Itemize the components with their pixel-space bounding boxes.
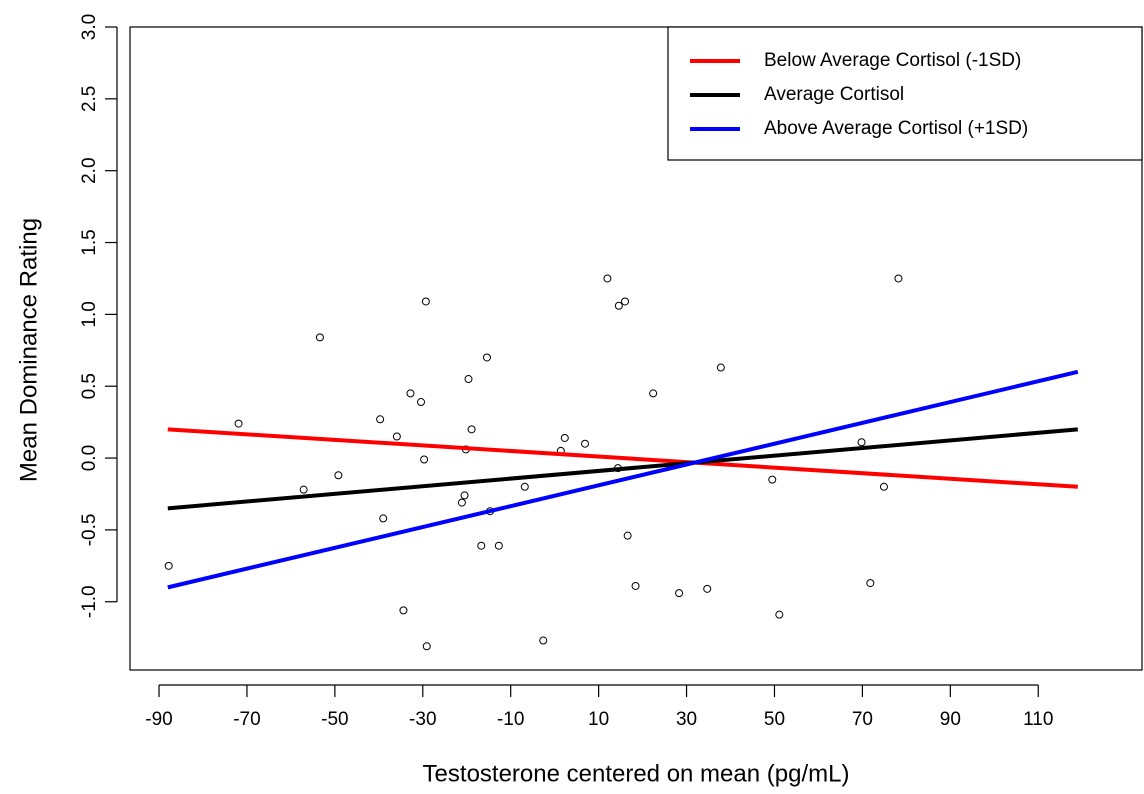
data-point xyxy=(775,610,784,619)
y-tick-label: -1.0 xyxy=(79,585,100,618)
data-point xyxy=(467,425,476,434)
data-point xyxy=(857,438,866,447)
data-point xyxy=(603,274,612,283)
legend-label: Below Average Cortisol (-1SD) xyxy=(764,50,1021,71)
data-point xyxy=(560,433,569,442)
y-tick-label: 2.5 xyxy=(79,86,100,112)
fit-line xyxy=(167,427,1078,511)
x-tick-label: 90 xyxy=(940,709,961,730)
data-point xyxy=(379,514,388,523)
y-tick-label: -0.5 xyxy=(79,514,100,547)
x-tick-label: 30 xyxy=(676,709,697,730)
y-tick-label: 0.5 xyxy=(79,373,100,399)
legend-box xyxy=(667,26,1143,161)
data-point xyxy=(164,561,173,570)
x-tick-label: -90 xyxy=(145,709,172,730)
data-point xyxy=(376,415,385,424)
x-axis-title: Testosterone centered on mean (pg/mL) xyxy=(423,760,850,787)
legend-label: Average Cortisol xyxy=(764,84,904,105)
data-point xyxy=(675,589,684,598)
x-tick-label: 10 xyxy=(588,709,609,730)
x-tick-label: -10 xyxy=(497,709,524,730)
data-point xyxy=(621,297,630,306)
fit-line xyxy=(167,427,1078,489)
data-point xyxy=(460,491,469,500)
data-point xyxy=(539,636,548,645)
data-point xyxy=(392,432,401,441)
x-tick-label: 70 xyxy=(852,709,873,730)
data-point xyxy=(421,297,430,306)
y-tick-label: 1.0 xyxy=(79,301,100,327)
data-point xyxy=(482,353,491,362)
data-point xyxy=(614,301,623,310)
y-tick-label: 3.0 xyxy=(79,14,100,40)
x-tick-label: -50 xyxy=(321,709,348,730)
data-point xyxy=(315,333,324,342)
x-tick-label: -30 xyxy=(409,709,436,730)
y-tick-label: 1.5 xyxy=(79,229,100,255)
data-point xyxy=(234,419,243,428)
data-point xyxy=(422,642,431,651)
data-point xyxy=(457,498,466,507)
data-point xyxy=(623,531,632,540)
fit-line xyxy=(167,369,1079,590)
data-point xyxy=(464,375,473,384)
data-point xyxy=(399,606,408,615)
x-tick-label: -70 xyxy=(233,709,260,730)
data-point xyxy=(420,455,429,464)
data-point xyxy=(703,584,712,593)
data-point xyxy=(417,398,426,407)
y-tick-label: 2.0 xyxy=(79,157,100,183)
y-axis-title: Mean Dominance Rating xyxy=(15,218,42,482)
plot-box xyxy=(129,26,1143,671)
data-point xyxy=(581,439,590,448)
data-point xyxy=(334,471,343,480)
data-point xyxy=(768,475,777,484)
y-tick-label: 0.0 xyxy=(79,445,100,471)
data-point xyxy=(866,579,875,588)
legend-label: Above Average Cortisol (+1SD) xyxy=(764,118,1028,139)
data-point xyxy=(520,482,529,491)
data-point xyxy=(631,581,640,590)
data-point xyxy=(494,541,503,550)
x-tick-label: 50 xyxy=(764,709,785,730)
data-point xyxy=(716,363,725,372)
data-point xyxy=(894,274,903,283)
data-point xyxy=(299,485,308,494)
data-point xyxy=(649,389,658,398)
x-tick-label: 110 xyxy=(1023,709,1053,730)
data-point xyxy=(406,389,415,398)
data-point xyxy=(879,482,888,491)
data-point xyxy=(477,541,486,550)
